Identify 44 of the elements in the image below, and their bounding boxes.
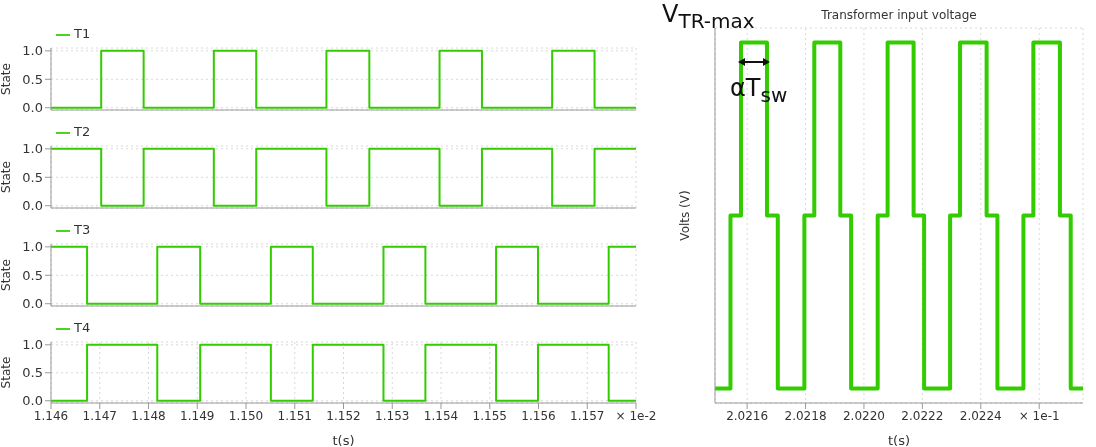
y-axis-title: State <box>0 259 14 291</box>
y-axis-title: State <box>0 63 14 95</box>
x-tick-label: 1.152 <box>326 408 361 423</box>
x-tick-label: 1.146 <box>33 408 69 423</box>
y-tick-label: 1.0 <box>22 337 43 353</box>
y-tick-label: 0.5 <box>22 169 43 185</box>
x-tick-label: 2.0220 <box>842 408 885 423</box>
y-tick-label: 0.0 <box>22 100 43 116</box>
x-tick-label: 1.149 <box>180 408 215 423</box>
y-tick-label: 0.0 <box>22 393 43 409</box>
y-tick-label: 1.0 <box>22 239 43 255</box>
y-tick-label: 0.0 <box>22 198 43 214</box>
y-axis-title: State <box>0 161 14 193</box>
x-tick-label: 1.148 <box>131 408 166 423</box>
x-tick-label: 2.0222 <box>901 408 944 423</box>
y-tick-label: 1.0 <box>22 141 43 157</box>
x-tick-label: 1.155 <box>472 408 507 423</box>
x-tick-label: 1.156 <box>521 408 556 423</box>
x-axis-title: t(s) <box>332 433 355 447</box>
y-tick-label: 0.0 <box>22 296 43 312</box>
y-tick-label: 0.5 <box>22 267 43 283</box>
x-tick-label: 1.153 <box>375 408 410 423</box>
y-axis-title: State <box>0 356 14 389</box>
text: V$_{TR-max}$ <box>662 0 755 33</box>
x-tick-label: 1.154 <box>423 408 459 423</box>
x-tick-label: 1.151 <box>277 408 312 423</box>
x-tick-label: × 1e-1 <box>1018 408 1060 423</box>
y-tick-label: 0.5 <box>22 365 43 381</box>
x-axis-title: t(s) <box>887 433 911 447</box>
legend-label: T2 <box>74 124 91 139</box>
legend-label: T4 <box>74 320 91 335</box>
x-tick-label: 2.0224 <box>959 408 1002 423</box>
x-tick-label: 1.150 <box>228 408 264 423</box>
x-tick-label: 1.157 <box>570 408 605 423</box>
y-tick-label: 1.0 <box>22 43 43 59</box>
legend-label: T1 <box>74 26 91 41</box>
legend-label: T3 <box>74 222 91 237</box>
x-tick-label: 1.147 <box>82 408 117 423</box>
x-tick-label: 2.0216 <box>726 408 769 423</box>
x-tick-label: × 1e-2 <box>615 408 657 423</box>
x-tick-label: 2.0218 <box>784 408 827 423</box>
y-tick-label: 0.5 <box>22 71 43 87</box>
chart-title: Transformer input voltage <box>821 8 977 22</box>
y-axis-title: Volts (V) <box>678 190 693 241</box>
